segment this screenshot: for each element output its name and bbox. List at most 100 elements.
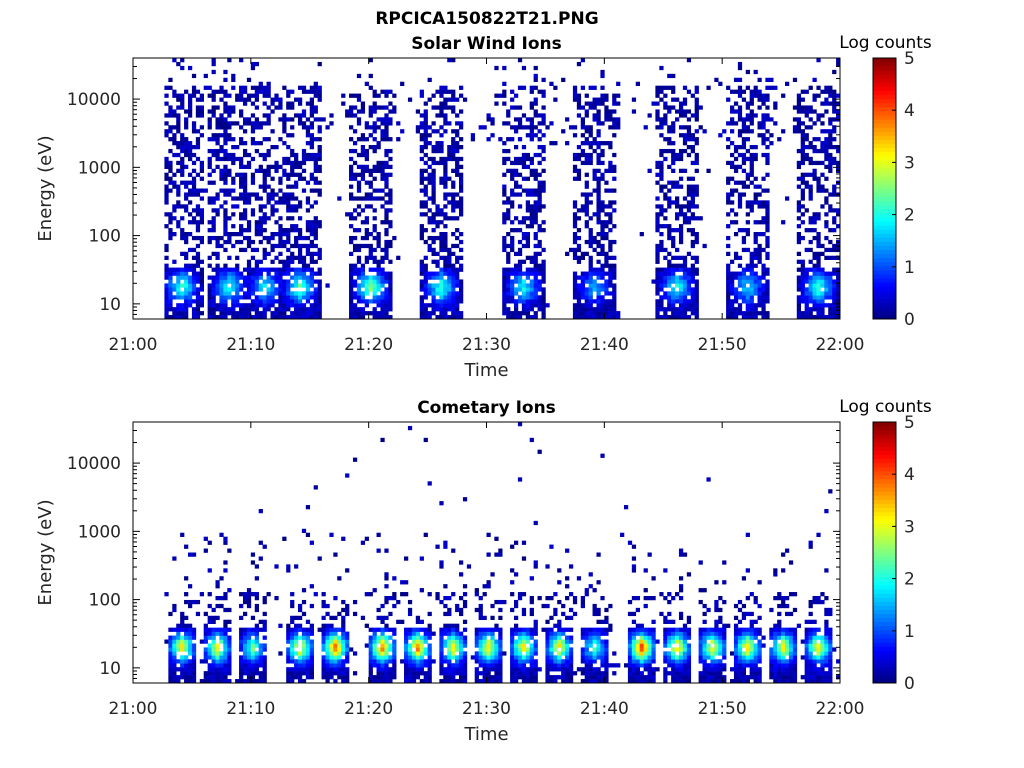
spectrogram-cell bbox=[655, 85, 660, 90]
spectrogram-cell bbox=[388, 679, 393, 684]
spectrogram-cell bbox=[235, 267, 240, 272]
spectrogram-cell bbox=[317, 152, 322, 158]
spectrogram-cell bbox=[227, 113, 232, 118]
spectrogram-cell bbox=[836, 61, 841, 67]
spectrogram-cell bbox=[254, 168, 259, 173]
spectrogram-cell bbox=[258, 208, 263, 213]
spectrogram-cell bbox=[678, 287, 684, 292]
spectrogram-cell bbox=[419, 180, 424, 185]
spectrogram-cell bbox=[262, 599, 267, 605]
spectrogram-cell bbox=[757, 247, 762, 253]
spectrogram-cell bbox=[180, 164, 185, 170]
spectrogram-cell bbox=[352, 671, 358, 676]
spectrogram-cell bbox=[761, 121, 766, 126]
spectrogram-cell bbox=[266, 196, 271, 201]
spectrogram-cell bbox=[663, 247, 668, 253]
spectrogram-cell bbox=[415, 671, 421, 676]
spectrogram-cell bbox=[164, 101, 169, 106]
spectrogram-cell bbox=[297, 303, 303, 308]
spectrogram-cell bbox=[836, 160, 841, 166]
spectrogram-cell bbox=[455, 631, 460, 636]
spectrogram-cell bbox=[836, 315, 841, 320]
x-tick-label: 21:10 bbox=[226, 335, 275, 355]
spectrogram-cell bbox=[745, 232, 750, 237]
spectrogram-cell bbox=[364, 192, 369, 197]
spectrogram-cell bbox=[427, 651, 432, 656]
spectrogram-cell bbox=[435, 271, 440, 276]
spectrogram-cell bbox=[741, 137, 747, 142]
spectrogram-cell bbox=[675, 279, 680, 284]
spectrogram-cell bbox=[510, 160, 515, 166]
spectrogram-cell bbox=[455, 275, 460, 280]
spectrogram-cell bbox=[195, 275, 201, 280]
spectrogram-cell bbox=[663, 267, 668, 272]
spectrogram-cell bbox=[227, 311, 232, 316]
spectrogram-cell bbox=[290, 299, 295, 304]
spectrogram-cell bbox=[305, 532, 311, 537]
spectrogram-cell bbox=[352, 599, 358, 605]
spectrogram-cell bbox=[380, 283, 385, 288]
spectrogram-cell bbox=[180, 311, 185, 316]
spectrogram-cell bbox=[427, 291, 432, 296]
spectrogram-cell bbox=[576, 295, 582, 300]
spectrogram-cell bbox=[796, 235, 802, 241]
spectrogram-cell bbox=[203, 679, 208, 684]
spectrogram-cell bbox=[459, 299, 464, 304]
spectrogram-cell bbox=[765, 228, 770, 233]
spectrogram-cell bbox=[478, 125, 483, 130]
spectrogram-cell bbox=[184, 299, 189, 304]
spectrogram-cell bbox=[254, 93, 259, 98]
spectrogram-cell bbox=[321, 671, 326, 676]
spectrogram-cell bbox=[215, 303, 220, 308]
spectrogram-cell bbox=[239, 180, 244, 185]
spectrogram-cell bbox=[506, 311, 511, 316]
spectrogram-cell bbox=[816, 137, 821, 142]
spectrogram-cell bbox=[600, 287, 605, 292]
spectrogram-cell bbox=[517, 172, 523, 177]
spectrogram-cell bbox=[427, 208, 432, 213]
spectrogram-cell bbox=[305, 224, 311, 229]
spectrogram-cell bbox=[816, 176, 821, 181]
spectrogram-cell bbox=[294, 667, 299, 672]
spectrogram-cell bbox=[694, 85, 699, 90]
spectrogram-cell bbox=[329, 667, 334, 672]
spectrogram-cell bbox=[278, 216, 283, 221]
spectrogram-cell bbox=[219, 279, 224, 284]
spectrogram-cell bbox=[337, 635, 342, 640]
spectrogram-cell bbox=[655, 125, 660, 130]
spectrogram-cell bbox=[584, 152, 589, 158]
spectrogram-cell bbox=[753, 239, 758, 245]
spectrogram-cell bbox=[529, 291, 534, 296]
spectrogram-cell bbox=[423, 176, 428, 181]
spectrogram-cell bbox=[671, 105, 676, 110]
spectrogram-cell bbox=[419, 647, 424, 652]
spectrogram-cell bbox=[824, 291, 829, 296]
spectrogram-cell bbox=[262, 235, 267, 241]
spectrogram-cell bbox=[380, 105, 385, 110]
spectrogram-cell bbox=[588, 85, 593, 90]
spectrogram-cell bbox=[749, 283, 754, 288]
spectrogram-cell bbox=[671, 267, 676, 272]
spectrogram-cell bbox=[517, 184, 523, 189]
spectrogram-cell bbox=[254, 639, 259, 644]
spectrogram-cell bbox=[242, 651, 248, 656]
spectrogram-cell bbox=[380, 168, 385, 173]
spectrogram-cell bbox=[191, 279, 197, 284]
spectrogram-cell bbox=[753, 89, 758, 94]
spectrogram-cell bbox=[749, 152, 754, 158]
spectrogram-cell bbox=[282, 291, 287, 296]
spectrogram-cell bbox=[242, 85, 248, 90]
spectrogram-cell bbox=[604, 188, 609, 193]
spectrogram-cell bbox=[266, 85, 271, 90]
spectrogram-cell bbox=[580, 208, 585, 213]
spectrogram-cell bbox=[800, 176, 805, 181]
spectrogram-cell bbox=[451, 295, 456, 300]
spectrogram-cell bbox=[726, 287, 731, 292]
spectrogram-cell bbox=[337, 639, 342, 644]
spectrogram-cell bbox=[297, 176, 303, 181]
spectrogram-cell bbox=[592, 283, 597, 288]
spectrogram-cell bbox=[510, 283, 515, 288]
spectrogram-cell bbox=[600, 243, 605, 249]
spectrogram-cell bbox=[541, 204, 546, 209]
spectrogram-cell bbox=[384, 315, 389, 320]
